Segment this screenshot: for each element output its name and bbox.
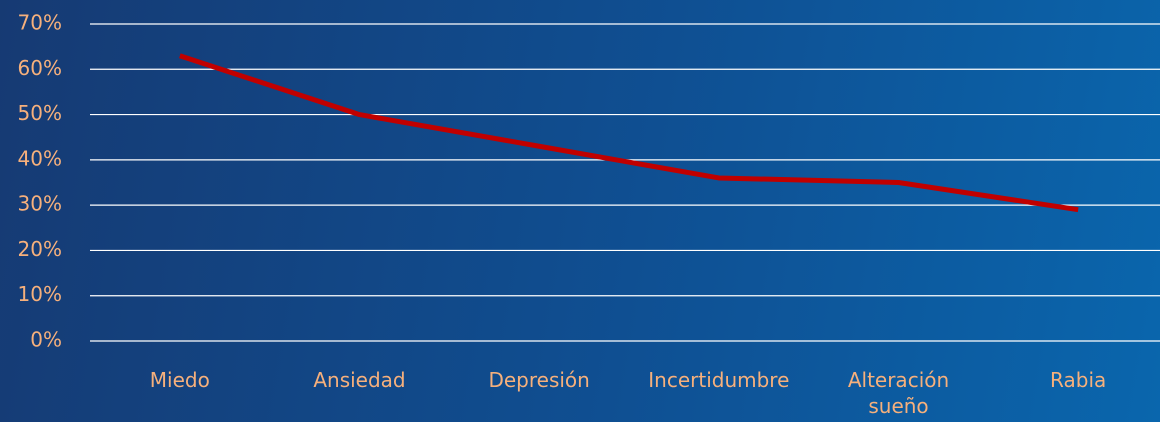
x-tick-label: Ansiedad (313, 368, 406, 392)
y-tick-label: 0% (30, 328, 62, 352)
y-tick-label: 20% (18, 237, 62, 261)
x-tick-label: Miedo (149, 368, 210, 392)
x-tick-label: Depresión (488, 368, 590, 392)
y-tick-label: 50% (18, 101, 62, 125)
y-tick-label: 30% (18, 192, 62, 216)
x-tick-label: Incertidumbre (648, 368, 790, 392)
x-tick-label: Rabia (1050, 368, 1107, 392)
y-tick-label: 40% (18, 146, 62, 170)
y-tick-label: 10% (18, 282, 62, 306)
y-tick-label: 70% (18, 11, 62, 35)
x-tick-label: Alteración sueño (847, 368, 950, 418)
line-series (179, 53, 1079, 213)
y-tick-label: 60% (18, 56, 62, 80)
